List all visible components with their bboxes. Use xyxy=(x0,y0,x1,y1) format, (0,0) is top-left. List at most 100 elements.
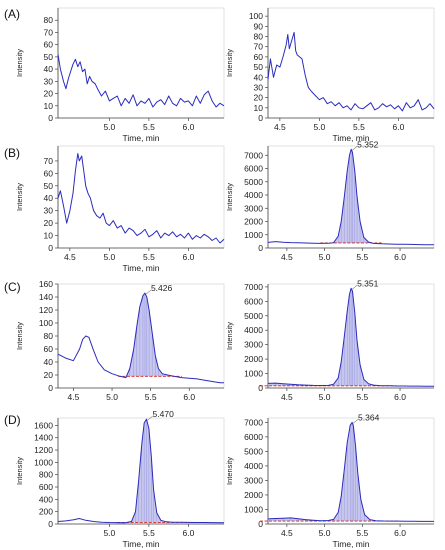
y-tick-label: 6000 xyxy=(244,296,263,306)
x-tick-label: 4.5 xyxy=(68,392,80,402)
x-tick-label: 4.5 xyxy=(281,252,293,262)
y-tick-label: 0 xyxy=(48,383,53,393)
panel-letter-b: (B) xyxy=(4,146,20,160)
y-tick-label: 30 xyxy=(44,206,54,216)
y-tick-label: 400 xyxy=(39,494,53,504)
x-tick-label: 5.0 xyxy=(103,252,115,262)
y-axis-label: Intensity xyxy=(15,322,24,350)
x-tick-label: 4.5 xyxy=(64,252,76,262)
peak-label: 5.351 xyxy=(357,278,379,288)
y-tick-label: 80 xyxy=(254,32,264,42)
x-tick-label: 5.0 xyxy=(319,392,331,402)
y-tick-label: 7000 xyxy=(244,150,263,160)
y-tick-label: 50 xyxy=(44,181,54,191)
y-tick-label: 70 xyxy=(44,27,54,37)
y-tick-label: 1000 xyxy=(244,504,263,514)
x-tick-label: 5.0 xyxy=(106,392,118,402)
y-tick-label: 10 xyxy=(44,231,54,241)
panel-letter-a: (A) xyxy=(4,7,20,21)
x-tick-label: 5.5 xyxy=(356,392,368,402)
x-tick-label: 5.5 xyxy=(356,528,368,538)
y-tick-label: 80 xyxy=(44,331,54,341)
y-tick-label: 7000 xyxy=(244,282,263,292)
x-tick-label: 5.5 xyxy=(145,392,157,402)
y-tick-label: 20 xyxy=(44,89,54,99)
x-tick-label: 4.5 xyxy=(274,122,286,132)
y-axis-label: Intensity xyxy=(15,457,24,485)
y-tick-label: 1000 xyxy=(244,230,263,240)
x-tick-label: 6.0 xyxy=(394,528,406,538)
y-tick-label: 5000 xyxy=(244,311,263,321)
peak-label-leader xyxy=(145,289,152,295)
x-axis-label: Time, min xyxy=(333,133,370,143)
x-tick-label: 6.0 xyxy=(183,392,195,402)
integrated-peak-area xyxy=(268,288,389,386)
x-tick-label: 6.0 xyxy=(183,122,195,132)
y-tick-label: 1400 xyxy=(34,433,53,443)
y-tick-label: 0 xyxy=(258,519,263,529)
y-tick-label: 0 xyxy=(258,383,263,393)
peak-label: 5.470 xyxy=(153,409,175,419)
y-tick-label: 3000 xyxy=(244,475,263,485)
chromatogram-trace xyxy=(267,287,434,387)
x-tick-label: 5.0 xyxy=(103,122,115,132)
y-tick-label: 60 xyxy=(254,52,264,62)
peak-label: 5.352 xyxy=(357,139,379,149)
chromatogram-trace xyxy=(267,421,434,522)
y-tick-label: 90 xyxy=(254,21,264,31)
y-tick-label: 2000 xyxy=(244,354,263,364)
chromatogram-trace xyxy=(57,54,225,108)
y-tick-label: 20 xyxy=(254,93,264,103)
peak-label-leader xyxy=(351,285,358,290)
y-tick-label: 4000 xyxy=(244,325,263,335)
peak-label: 5.426 xyxy=(151,283,173,293)
x-tick-label: 6.0 xyxy=(394,392,406,402)
plot-frame xyxy=(267,7,435,119)
y-tick-label: 160 xyxy=(39,279,53,289)
y-tick-label: 80 xyxy=(44,15,54,25)
x-tick-label: 5.5 xyxy=(356,252,368,262)
integrated-peak-area xyxy=(125,293,174,377)
panel-letter-c: (C) xyxy=(4,280,21,294)
y-tick-label: 70 xyxy=(254,42,264,52)
y-tick-label: 1600 xyxy=(34,420,53,430)
y-tick-label: 6000 xyxy=(244,432,263,442)
y-tick-label: 70 xyxy=(44,156,54,166)
y-tick-label: 0 xyxy=(48,113,53,123)
y-tick-label: 60 xyxy=(44,344,54,354)
x-axis-label: Time, min xyxy=(333,539,370,549)
y-tick-label: 60 xyxy=(44,168,54,178)
y-tick-label: 6000 xyxy=(244,164,263,174)
x-tick-label: 4.5 xyxy=(281,392,293,402)
x-tick-label: 5.0 xyxy=(103,528,115,538)
y-tick-label: 60 xyxy=(44,40,54,50)
y-tick-label: 120 xyxy=(39,305,53,315)
y-axis-label: Intensity xyxy=(225,183,234,211)
panel-letter-d: (D) xyxy=(4,413,21,427)
y-tick-label: 3000 xyxy=(244,203,263,213)
chromatogram-trace xyxy=(267,148,435,246)
y-tick-label: 1000 xyxy=(244,369,263,379)
chromatogram-trace xyxy=(57,292,224,384)
x-tick-label: 6.0 xyxy=(183,252,195,262)
y-tick-label: 800 xyxy=(39,470,53,480)
y-tick-label: 100 xyxy=(249,11,263,21)
y-tick-label: 140 xyxy=(39,292,53,302)
x-tick-label: 6.0 xyxy=(183,528,195,538)
y-axis-label: Intensity xyxy=(15,49,24,77)
y-tick-label: 7000 xyxy=(244,417,263,427)
y-tick-label: 50 xyxy=(254,62,264,72)
chromatogram-trace xyxy=(267,31,435,112)
chart-d-right: 0 1000 2000 3000 4000 5000 6000 7000 4.5 5.0 5.5 6.… xyxy=(225,412,435,549)
peak-label-leader xyxy=(352,419,359,424)
x-tick-label: 5.5 xyxy=(143,252,155,262)
y-tick-label: 40 xyxy=(44,357,54,367)
y-tick-label: 40 xyxy=(254,72,264,82)
x-tick-label: 5.0 xyxy=(313,122,325,132)
y-tick-label: 600 xyxy=(39,482,53,492)
y-tick-label: 30 xyxy=(44,76,54,86)
x-tick-label: 5.5 xyxy=(353,122,365,132)
chart-d-left: 0 200 400 600 800 1000 1200 1400 1600 5.0 5.5 6.0 Ti… xyxy=(15,409,225,549)
y-tick-label: 1200 xyxy=(34,445,53,455)
